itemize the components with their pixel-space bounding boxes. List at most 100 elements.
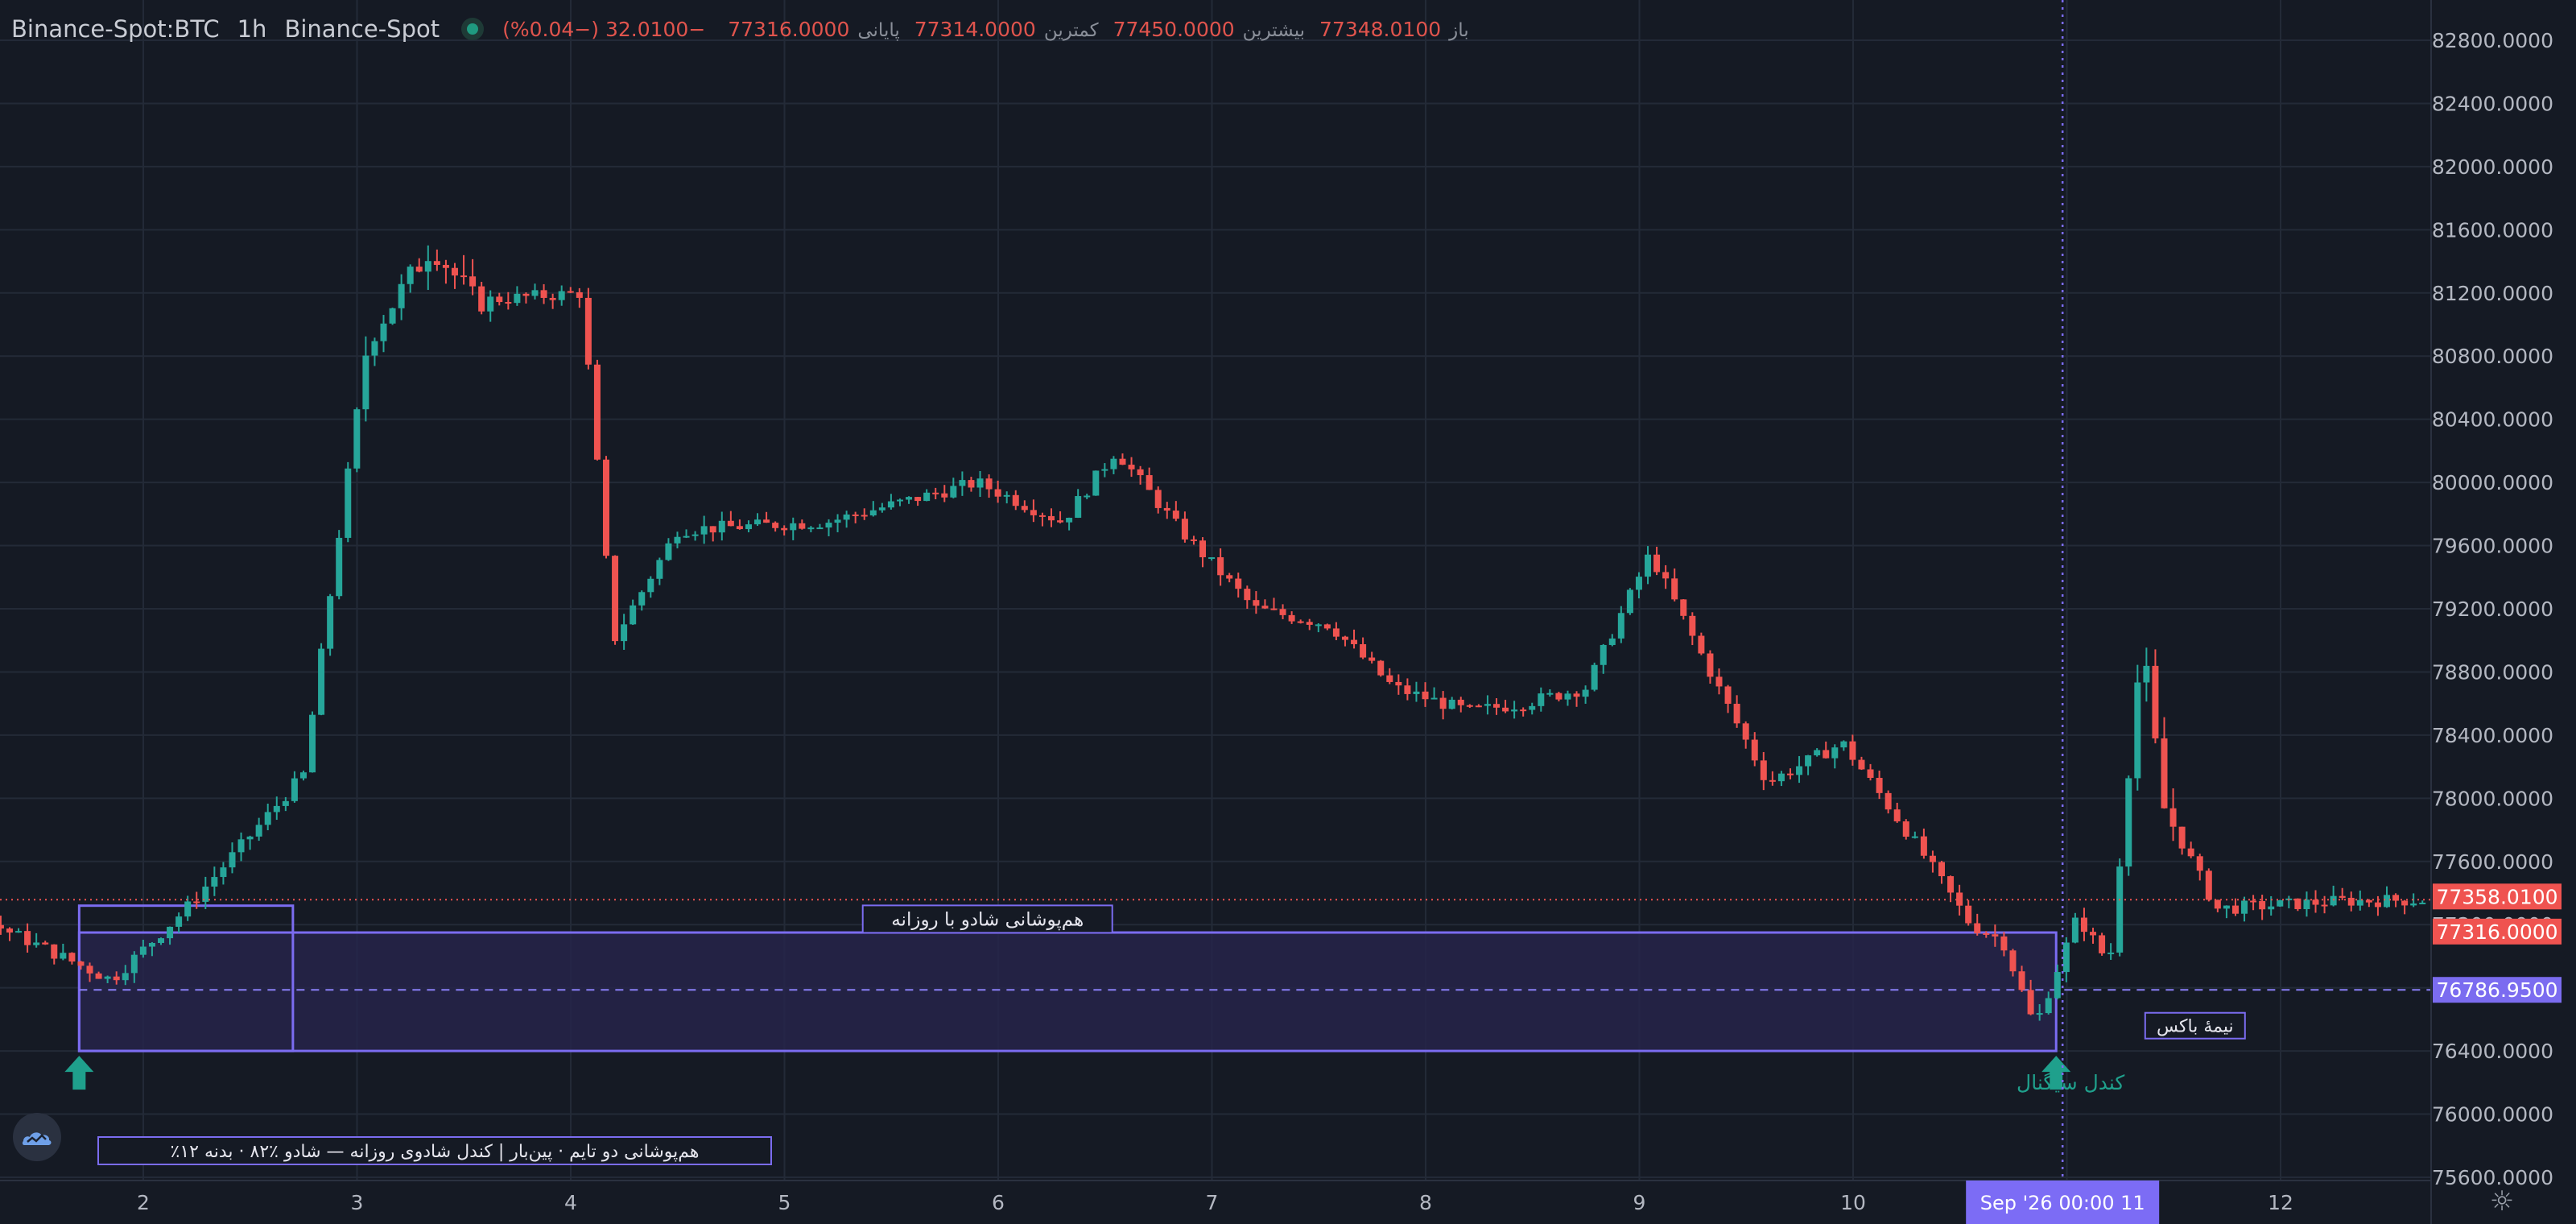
candle[interactable] [1075, 489, 1082, 519]
candle[interactable] [24, 923, 31, 953]
candle[interactable] [1119, 453, 1126, 465]
candle[interactable] [1030, 499, 1037, 523]
candle[interactable] [799, 519, 806, 530]
candle[interactable] [2241, 896, 2248, 922]
candle[interactable] [968, 477, 975, 492]
candle[interactable] [540, 283, 547, 304]
candle[interactable] [1057, 511, 1064, 523]
candle[interactable] [567, 287, 574, 294]
candle[interactable] [2062, 937, 2070, 982]
candle[interactable] [1965, 899, 1972, 926]
candle[interactable] [1938, 860, 1945, 884]
candle[interactable] [2134, 664, 2141, 791]
shadow-overlap-box[interactable] [77, 904, 2431, 1052]
candle[interactable] [415, 258, 423, 273]
candle[interactable] [1511, 701, 1518, 719]
candle[interactable] [1199, 537, 1207, 568]
candle[interactable] [460, 254, 468, 285]
candle[interactable] [2018, 966, 2025, 992]
candle[interactable] [869, 501, 877, 517]
candle[interactable] [273, 796, 280, 821]
candle[interactable] [736, 519, 743, 530]
candle[interactable] [469, 258, 477, 296]
candle[interactable] [709, 526, 716, 542]
candle[interactable] [2384, 886, 2390, 908]
candle[interactable] [327, 593, 334, 656]
candle[interactable] [2125, 775, 2132, 876]
candle[interactable] [1893, 802, 1901, 823]
close-price-tag[interactable]: 77316.0000 [2436, 920, 2557, 944]
crosshair-time-tag[interactable]: Sep '26 00:00 11 [1980, 1192, 2145, 1214]
candle[interactable] [790, 517, 797, 540]
candle[interactable] [1635, 572, 1642, 599]
candle[interactable] [345, 461, 352, 543]
candle[interactable] [1885, 790, 1892, 814]
candle[interactable] [1805, 755, 1812, 775]
candle[interactable] [2090, 928, 2097, 944]
candle[interactable] [1502, 700, 1509, 713]
candle[interactable] [887, 494, 894, 510]
candle[interactable] [1626, 588, 1633, 615]
interval-label[interactable]: 1h [237, 15, 267, 43]
candle[interactable] [2116, 858, 2124, 957]
candle[interactable] [1360, 637, 1367, 660]
candle[interactable] [2410, 893, 2417, 908]
candle[interactable] [1154, 486, 1162, 514]
candle[interactable] [1484, 695, 1491, 715]
candle[interactable] [1591, 662, 1598, 692]
candle[interactable] [2250, 895, 2257, 911]
candle[interactable] [514, 286, 521, 306]
candle[interactable] [763, 511, 770, 523]
candle[interactable] [1217, 548, 1224, 586]
candle[interactable] [2312, 890, 2319, 913]
candle[interactable] [1680, 599, 1687, 620]
candle[interactable] [1902, 819, 1909, 840]
candle[interactable] [1493, 698, 1500, 715]
candle[interactable] [1386, 668, 1393, 684]
candle[interactable] [896, 498, 903, 507]
candle[interactable] [1048, 508, 1055, 527]
candle[interactable] [1226, 573, 1233, 583]
candle[interactable] [202, 876, 209, 909]
candle[interactable] [2080, 908, 2087, 941]
candle[interactable] [522, 292, 530, 304]
candle[interactable] [1564, 690, 1571, 706]
candle[interactable] [184, 895, 192, 921]
candle[interactable] [496, 292, 503, 306]
candle[interactable] [1956, 884, 1963, 916]
candle[interactable] [959, 471, 966, 496]
candle[interactable] [825, 519, 832, 536]
candle[interactable] [1012, 490, 1019, 511]
candle[interactable] [1253, 591, 1260, 614]
candle[interactable] [630, 599, 637, 626]
candle[interactable] [1279, 604, 1286, 619]
candle[interactable] [1457, 697, 1464, 713]
candle[interactable] [976, 471, 984, 498]
candle[interactable] [1814, 748, 1821, 757]
candle[interactable] [1315, 622, 1322, 633]
candle[interactable] [1653, 546, 1661, 576]
candle[interactable] [505, 292, 512, 310]
candle[interactable] [1190, 536, 1197, 545]
candle[interactable] [2231, 898, 2239, 916]
candle[interactable] [398, 274, 405, 320]
candles-series[interactable] [0, 245, 2426, 1021]
candle[interactable] [1573, 691, 1580, 707]
candle[interactable] [834, 514, 841, 532]
candle[interactable] [1439, 691, 1447, 720]
candle[interactable] [1021, 500, 1028, 513]
candle[interactable] [2196, 854, 2203, 881]
candle[interactable] [843, 511, 850, 528]
candle[interactable] [380, 315, 387, 353]
candle[interactable] [220, 862, 227, 885]
candle[interactable] [1475, 704, 1482, 708]
candle[interactable] [1947, 875, 1955, 903]
candle[interactable] [1707, 650, 1714, 684]
candle[interactable] [584, 287, 592, 370]
candle[interactable] [1323, 623, 1331, 631]
candle[interactable] [362, 336, 369, 422]
candle[interactable] [1235, 573, 1242, 598]
candle[interactable] [2027, 979, 2034, 1015]
candle[interactable] [264, 803, 271, 831]
candle[interactable] [1146, 467, 1153, 490]
